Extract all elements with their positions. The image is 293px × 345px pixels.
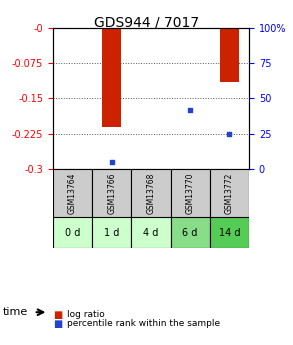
- Text: GSM13766: GSM13766: [107, 172, 116, 214]
- Text: 4 d: 4 d: [143, 228, 159, 238]
- Bar: [131, 217, 171, 248]
- Text: GSM13764: GSM13764: [68, 172, 77, 214]
- Text: GSM13768: GSM13768: [146, 172, 155, 214]
- Text: ■: ■: [53, 319, 62, 328]
- Point: [109, 159, 114, 165]
- Text: 14 d: 14 d: [219, 228, 240, 238]
- Bar: [53, 169, 92, 217]
- Bar: [102, 28, 121, 127]
- Bar: [180, 28, 200, 29]
- Bar: [171, 217, 210, 248]
- Text: 6 d: 6 d: [183, 228, 198, 238]
- Text: GSM13770: GSM13770: [186, 172, 195, 214]
- Point: [227, 131, 232, 136]
- Bar: [131, 169, 171, 217]
- Text: ■: ■: [53, 310, 62, 320]
- Text: log ratio: log ratio: [67, 310, 105, 319]
- Text: time: time: [3, 307, 28, 317]
- Text: 0 d: 0 d: [65, 228, 80, 238]
- Text: 1 d: 1 d: [104, 228, 119, 238]
- Bar: [220, 28, 239, 82]
- Point: [188, 107, 193, 112]
- Text: percentile rank within the sample: percentile rank within the sample: [67, 319, 221, 328]
- Bar: [171, 169, 210, 217]
- Bar: [92, 169, 131, 217]
- Bar: [92, 217, 131, 248]
- Bar: [53, 217, 92, 248]
- Text: GSM13772: GSM13772: [225, 172, 234, 214]
- Bar: [210, 217, 249, 248]
- Bar: [210, 169, 249, 217]
- Text: GDS944 / 7017: GDS944 / 7017: [94, 16, 199, 30]
